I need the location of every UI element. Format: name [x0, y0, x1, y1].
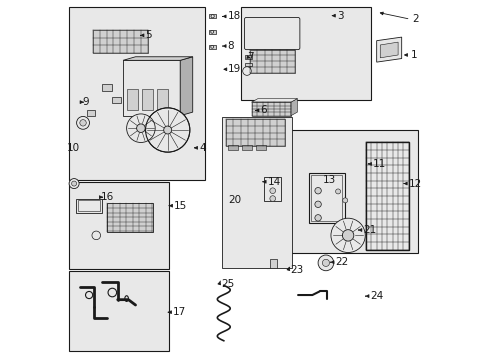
Text: 22: 22: [334, 257, 347, 267]
Bar: [93, 30, 148, 53]
Text: 19: 19: [227, 64, 240, 74]
Circle shape: [242, 67, 251, 75]
Text: 7: 7: [247, 52, 253, 62]
Circle shape: [136, 124, 145, 132]
Text: 23: 23: [290, 265, 303, 275]
Bar: [76, 199, 102, 213]
Text: 21: 21: [363, 225, 376, 235]
Text: 5: 5: [145, 30, 151, 40]
Bar: [107, 203, 153, 232]
Circle shape: [92, 231, 101, 240]
Circle shape: [269, 188, 275, 194]
Bar: [156, 89, 168, 111]
Text: 12: 12: [408, 179, 421, 189]
Bar: [69, 182, 169, 269]
Bar: [310, 175, 341, 221]
Bar: [242, 145, 251, 150]
Bar: [208, 14, 216, 18]
Text: 11: 11: [372, 159, 386, 169]
Circle shape: [80, 120, 86, 126]
Bar: [264, 177, 281, 202]
Text: 17: 17: [173, 307, 186, 317]
Text: 25: 25: [221, 279, 234, 289]
Text: 6: 6: [260, 105, 266, 115]
Bar: [225, 119, 285, 146]
Bar: [244, 55, 252, 59]
Circle shape: [145, 108, 189, 152]
Text: 3: 3: [337, 11, 343, 21]
Bar: [255, 145, 265, 150]
Bar: [69, 271, 169, 351]
Bar: [228, 145, 238, 150]
Circle shape: [210, 30, 213, 33]
Bar: [78, 201, 100, 211]
Circle shape: [335, 189, 340, 194]
Bar: [241, 7, 370, 100]
Bar: [208, 30, 215, 33]
Bar: [126, 89, 138, 111]
Bar: [222, 117, 291, 267]
Text: 10: 10: [66, 143, 80, 153]
Circle shape: [77, 116, 89, 129]
Circle shape: [69, 179, 79, 189]
Bar: [251, 102, 290, 116]
Bar: [365, 143, 408, 249]
Bar: [270, 258, 276, 267]
Bar: [365, 143, 408, 249]
Circle shape: [71, 181, 77, 186]
Bar: [208, 45, 215, 49]
Circle shape: [210, 45, 213, 48]
Circle shape: [163, 126, 171, 134]
Text: 9: 9: [82, 97, 88, 107]
Polygon shape: [380, 42, 397, 58]
Circle shape: [211, 15, 214, 18]
Polygon shape: [290, 99, 297, 116]
Text: 15: 15: [173, 201, 186, 211]
Text: 1: 1: [410, 50, 416, 60]
Circle shape: [322, 259, 329, 266]
Bar: [123, 60, 180, 116]
Bar: [102, 84, 112, 91]
Text: 4: 4: [200, 143, 206, 153]
Circle shape: [314, 215, 321, 221]
Text: 13: 13: [322, 175, 335, 185]
Bar: [249, 50, 294, 73]
Polygon shape: [251, 99, 297, 102]
Text: 18: 18: [227, 12, 240, 21]
Circle shape: [269, 196, 275, 202]
Bar: [142, 89, 153, 111]
Text: 8: 8: [227, 41, 233, 51]
Polygon shape: [123, 57, 192, 60]
Text: 24: 24: [369, 291, 383, 301]
Circle shape: [342, 198, 347, 203]
Circle shape: [342, 230, 353, 241]
Circle shape: [314, 188, 321, 194]
Circle shape: [330, 218, 365, 252]
FancyBboxPatch shape: [244, 18, 299, 50]
Bar: [87, 110, 95, 116]
Text: 16: 16: [101, 192, 114, 202]
Circle shape: [317, 255, 333, 271]
Circle shape: [314, 201, 321, 207]
Bar: [69, 7, 205, 180]
Bar: [244, 63, 251, 66]
Bar: [308, 173, 344, 223]
Text: 20: 20: [227, 195, 241, 204]
Bar: [290, 130, 417, 253]
Text: 2: 2: [411, 14, 418, 24]
Text: 14: 14: [267, 177, 281, 187]
Polygon shape: [180, 57, 192, 116]
Circle shape: [126, 114, 155, 143]
Polygon shape: [376, 37, 401, 62]
Bar: [112, 97, 121, 103]
